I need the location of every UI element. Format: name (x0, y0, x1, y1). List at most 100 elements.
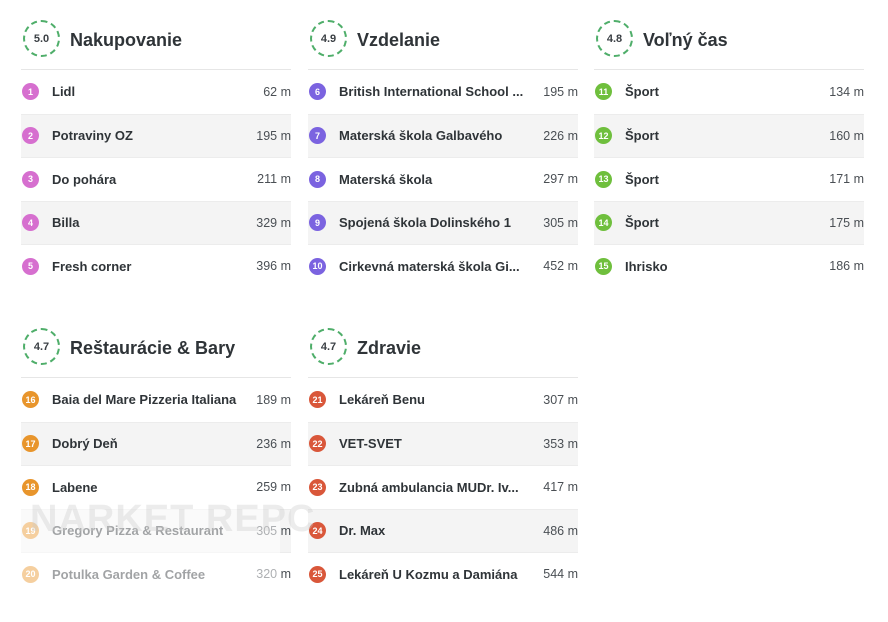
section-header: 4.8 Voľný čas (594, 20, 864, 70)
poi-row[interactable]: 22 VET-SVET 353 m (308, 421, 578, 465)
poi-row[interactable]: 5 Fresh corner 396 m (21, 244, 291, 288)
poi-row[interactable]: 4 Billa 329 m (21, 200, 291, 244)
poi-number-badge: 1 (22, 83, 39, 101)
poi-number-badge: 14 (595, 214, 612, 232)
poi-distance: 486 m (543, 523, 578, 538)
poi-distance: 305 m (543, 215, 578, 230)
score-ring-icon: 4.7 (23, 328, 60, 365)
poi-name: VET-SVET (339, 436, 402, 452)
poi-row[interactable]: 19 Gregory Pizza & Restaurant 305 m (21, 508, 291, 552)
poi-row[interactable]: 11 Šport 134 m (594, 70, 864, 114)
poi-name: Potulka Garden & Coffee (52, 566, 206, 582)
poi-row[interactable]: 12 Šport 160 m (594, 113, 864, 157)
section-title: Voľný čas (643, 30, 728, 50)
poi-number-badge: 21 (309, 391, 326, 409)
poi-number-badge: 7 (309, 127, 326, 145)
section-title: Nakupovanie (70, 30, 183, 50)
poi-number-badge: 23 (309, 478, 326, 496)
poi-number-badge: 25 (309, 565, 326, 583)
poi-row[interactable]: 18 Labene 259 m (21, 465, 291, 509)
poi-row[interactable]: 1 Lidl 62 m (21, 70, 291, 114)
poi-row[interactable]: 20 Potulka Garden & Coffee 320 m (21, 552, 291, 596)
poi-row[interactable]: 8 Materská škola 297 m (308, 157, 578, 201)
poi-distance: 186 m (829, 259, 864, 274)
poi-row[interactable]: 17 Dobrý Deň 236 m (21, 421, 291, 465)
poi-number-badge: 2 (22, 127, 39, 145)
poi-number-badge: 12 (595, 127, 612, 145)
poi-name: Materská škola Galbavého (339, 128, 503, 144)
poi-name: Dr. Max (339, 523, 386, 539)
poi-row[interactable]: 24 Dr. Max 486 m (308, 508, 578, 552)
poi-name: Lidl (52, 84, 76, 100)
poi-name: Lekáreň U Kozmu a Damiána (339, 566, 518, 582)
section-header: 4.7 Reštaurácie & Bary (21, 328, 291, 378)
poi-row[interactable]: 15 Ihrisko 186 m (594, 244, 864, 288)
poi-distance: 544 m (543, 567, 578, 582)
poi-distance: 353 m (543, 436, 578, 451)
poi-row[interactable]: 13 Šport 171 m (594, 157, 864, 201)
poi-number-badge: 6 (309, 83, 326, 101)
poi-distance: 189 m (256, 392, 291, 407)
section-title: Reštaurácie & Bary (70, 338, 236, 358)
poi-distance: 297 m (543, 172, 578, 187)
poi-distance: 195 m (256, 128, 291, 143)
poi-distance: 195 m (543, 84, 578, 99)
poi-name: Dobrý Deň (52, 436, 118, 452)
poi-distance: 175 m (829, 215, 864, 230)
section-restauracie: 4.7 Reštaurácie & Bary 16 Baia del Mare P… (21, 328, 291, 596)
score-ring-icon: 4.9 (310, 20, 347, 57)
poi-row[interactable]: 10 Cirkevná materská škola Gi... 452 m (308, 244, 578, 288)
poi-number-badge: 3 (22, 170, 39, 188)
section-nakupovanie: 5.0 Nakupovanie 1 Lidl 62 m 2 Potraviny OZ 1… (21, 20, 291, 288)
poi-distance: 396 m (256, 259, 291, 274)
poi-row[interactable]: 2 Potraviny OZ 195 m (21, 113, 291, 157)
section-zdravie: 4.7 Zdravie 21 Lekáreň Benu 307 m 22 VET-SV… (308, 328, 578, 596)
poi-name: Šport (625, 171, 659, 187)
poi-row[interactable]: 9 Spojená škola Dolinského 1 305 m (308, 200, 578, 244)
score-value: 4.7 (33, 340, 50, 353)
poi-distance: 417 m (543, 480, 578, 495)
poi-name: British International School ... (339, 84, 524, 100)
section-title: Zdravie (357, 338, 422, 358)
poi-name: Lekáreň Benu (339, 392, 425, 408)
score-value: 5.0 (33, 32, 50, 45)
poi-row[interactable]: 3 Do pohára 211 m (21, 157, 291, 201)
score-value: 4.8 (606, 32, 623, 45)
poi-number-badge: 24 (309, 522, 326, 540)
poi-row[interactable]: 7 Materská škola Galbavého 226 m (308, 113, 578, 157)
poi-distance: 236 m (256, 436, 291, 451)
poi-name: Ihrisko (625, 258, 668, 274)
poi-row[interactable]: 25 Lekáreň U Kozmu a Damiána 544 m (308, 552, 578, 596)
poi-distance: 259 m (256, 480, 291, 495)
poi-row[interactable]: 23 Zubná ambulancia MUDr. Iv... 417 m (308, 465, 578, 509)
poi-row[interactable]: 6 British International School ... 195 m (308, 70, 578, 114)
poi-number-badge: 17 (22, 435, 39, 453)
poi-distance: 171 m (829, 172, 864, 187)
poi-distance: 452 m (543, 259, 578, 274)
poi-name: Potraviny OZ (52, 128, 133, 144)
poi-distance: 320 m (256, 567, 291, 582)
poi-number-badge: 4 (22, 214, 39, 232)
poi-number-badge: 8 (309, 170, 326, 188)
poi-distance: 211 m (257, 172, 291, 187)
poi-distance: 305 m (256, 523, 291, 538)
poi-name: Zubná ambulancia MUDr. Iv... (339, 479, 519, 495)
poi-list: 6 British International School ... 195 m 7… (308, 70, 578, 288)
section-header: 4.7 Zdravie (308, 328, 578, 378)
poi-row[interactable]: 21 Lekáreň Benu 307 m (308, 378, 578, 422)
poi-distance: 62 m (263, 84, 291, 99)
poi-name: Šport (625, 215, 659, 231)
score-value: 4.9 (320, 32, 337, 45)
poi-row[interactable]: 16 Baia del Mare Pizzeria Italiana 189 m (21, 378, 291, 422)
poi-name: Do pohára (52, 171, 117, 187)
poi-list: 11 Šport 134 m 12 Šport 160 m 13 Šport 171 m 1… (594, 70, 864, 288)
poi-name: Spojená škola Dolinského 1 (339, 215, 511, 231)
section-volny-cas: 4.8 Voľný čas 11 Šport 134 m 12 Šport 160 m … (594, 20, 864, 288)
poi-number-badge: 19 (22, 522, 39, 540)
poi-distance: 226 m (543, 128, 578, 143)
poi-number-badge: 15 (595, 257, 612, 275)
poi-distance: 329 m (256, 215, 291, 230)
poi-number-badge: 5 (22, 257, 39, 275)
poi-name: Šport (625, 84, 659, 100)
poi-row[interactable]: 14 Šport 175 m (594, 200, 864, 244)
